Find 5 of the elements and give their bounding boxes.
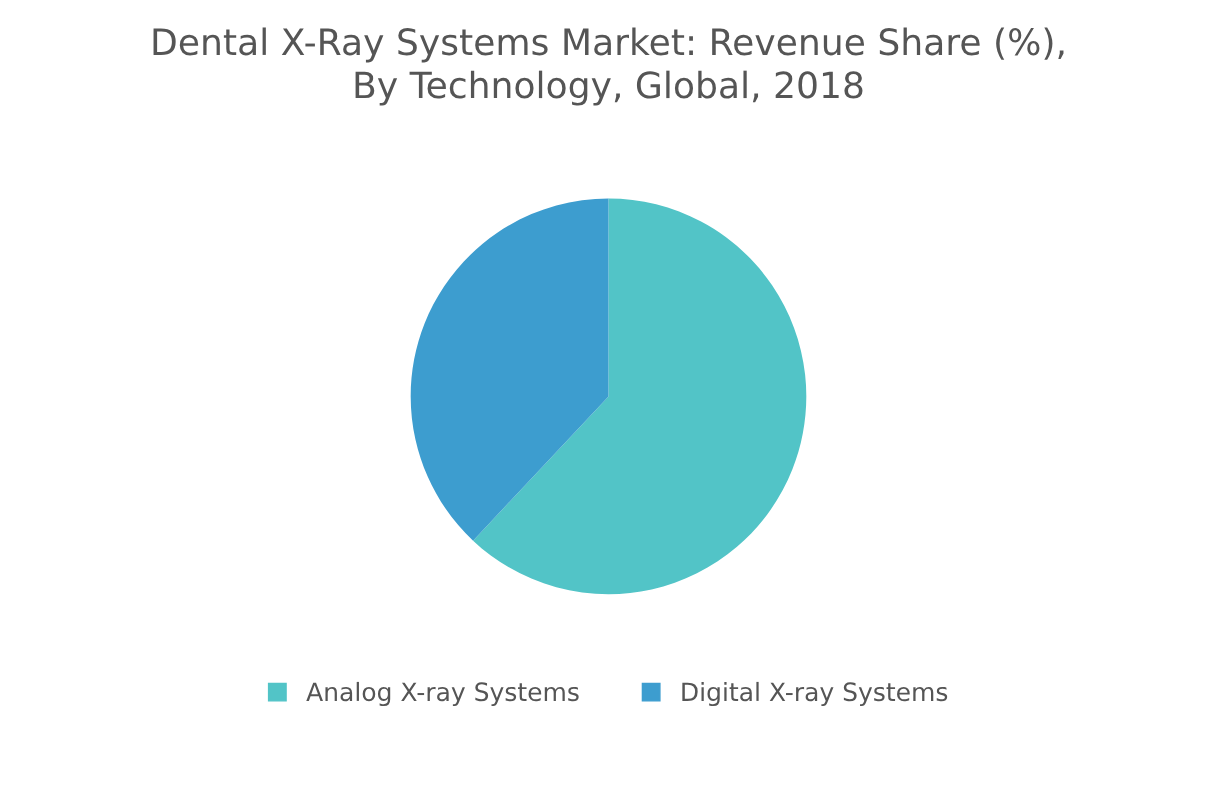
chart-title: Dental X-Ray Systems Market: Revenue Share (%), By Technology, Global, 2018 <box>153 27 1064 106</box>
legend-label: Digital X-ray Systems <box>682 681 948 707</box>
pie-slice <box>410 198 609 541</box>
pie-slice <box>473 198 807 595</box>
legend-label: Analog X-ray Systems <box>306 681 579 707</box>
